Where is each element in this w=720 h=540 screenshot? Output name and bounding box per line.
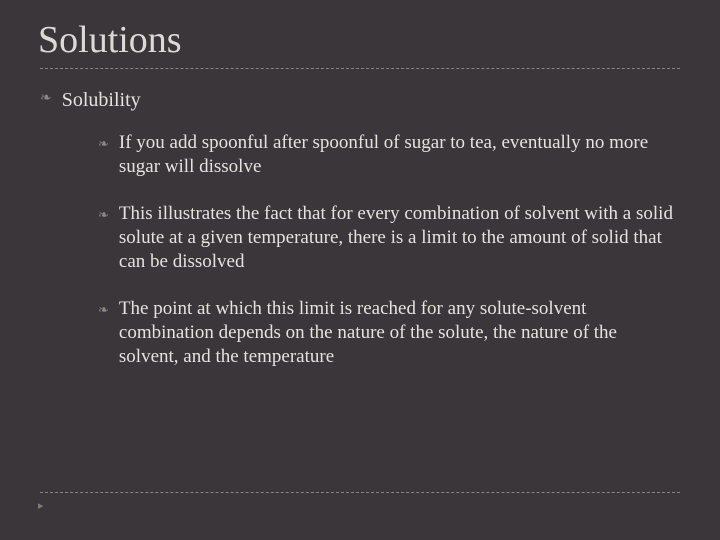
point-text: If you add spoonful after spoonful of su…	[119, 131, 679, 180]
points-group: ❧ If you add spoonful after spoonful of …	[98, 131, 680, 370]
bullet-icon: ❧	[98, 136, 109, 152]
point-text: The point at which this limit is reached…	[119, 297, 679, 370]
bullet-icon: ❧	[98, 207, 109, 223]
point-text: This illustrates the fact that for every…	[119, 202, 679, 275]
slide: Solutions ❧ Solubility ❧ If you add spoo…	[0, 0, 720, 540]
divider-top	[40, 68, 680, 69]
heading-text: Solubility	[62, 87, 141, 113]
list-item: ❧ The point at which this limit is reach…	[98, 297, 680, 370]
list-item: ❧ This illustrates the fact that for eve…	[98, 202, 680, 275]
slide-title: Solutions	[38, 18, 680, 62]
list-item: ❧ If you add spoonful after spoonful of …	[98, 131, 680, 180]
bullet-icon: ❧	[40, 90, 52, 107]
footer: ▸	[40, 492, 680, 512]
divider-bottom	[40, 492, 680, 493]
bullet-icon: ❧	[98, 302, 109, 318]
heading-row: ❧ Solubility	[40, 87, 680, 113]
footer-marker-icon: ▸	[38, 499, 680, 512]
